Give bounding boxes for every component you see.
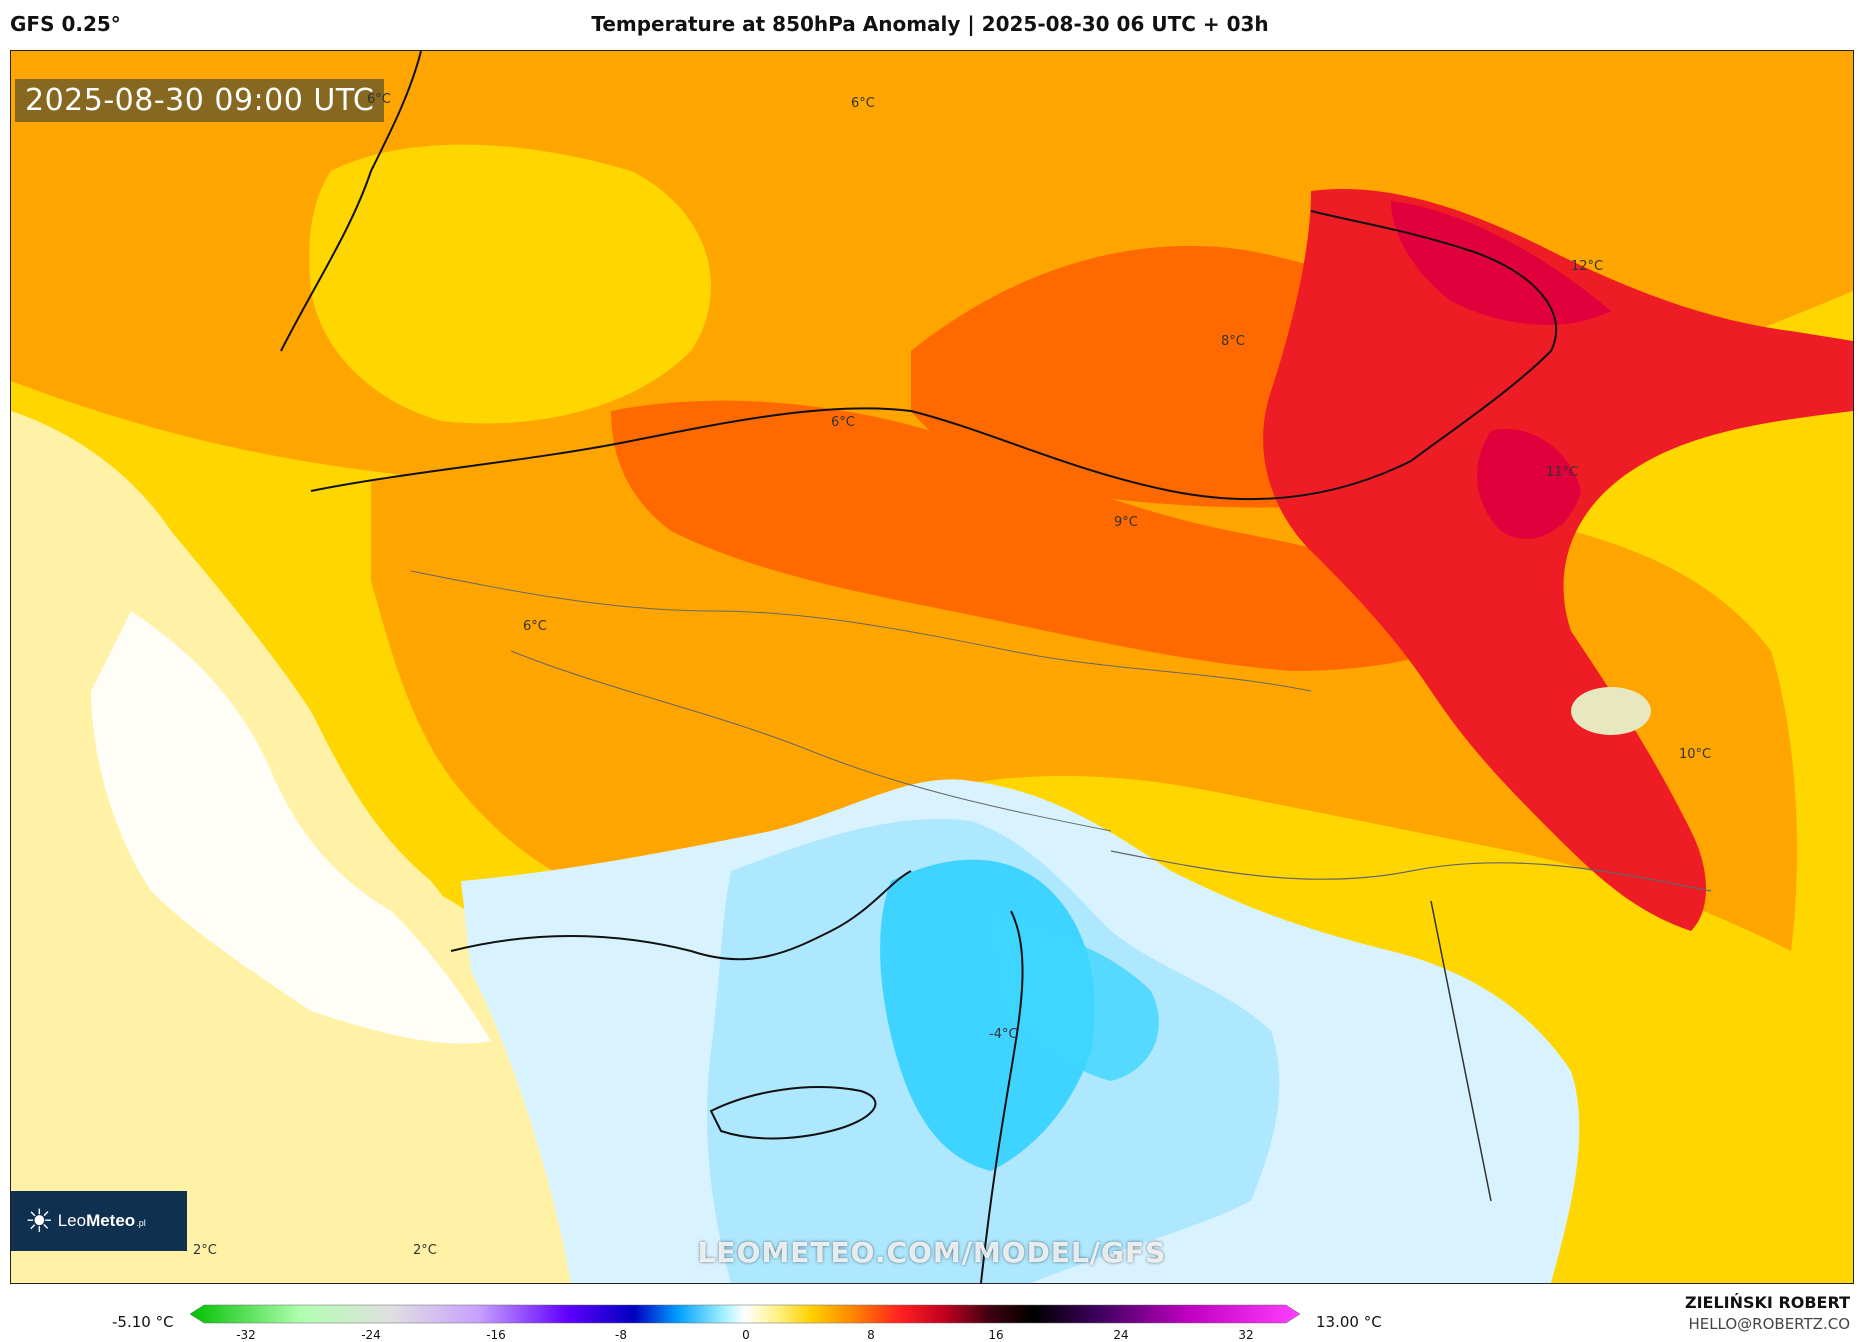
colorbar-tick: 24 — [1113, 1328, 1129, 1342]
contour-label: -4°C — [989, 1027, 1018, 1042]
contour-label: 11°C — [1546, 465, 1579, 480]
map-title: Temperature at 850hPa Anomaly | 2025-08-… — [591, 12, 1269, 36]
colorbar-tick: -16 — [486, 1328, 506, 1342]
footer: -5.10 °C — [0, 1283, 1860, 1342]
valid-time-label: 2025-08-30 09:00 UTC — [15, 79, 385, 122]
colorbar-tick: -24 — [361, 1328, 381, 1342]
logo-text: LeoMeteo.pl — [57, 1211, 146, 1230]
contour-label: 12°C — [1571, 259, 1604, 274]
header: GFS 0.25° Temperature at 850hPa Anomaly … — [0, 0, 1860, 50]
contour-label: 6°C — [831, 415, 855, 430]
colorbar — [190, 1304, 1300, 1324]
leometeo-logo: ☀ LeoMeteo.pl — [11, 1191, 187, 1251]
max-value-label: 13.00 °C — [1316, 1313, 1382, 1331]
temperature-anomaly-field — [11, 51, 1853, 1283]
contour-label: 6°C — [523, 619, 547, 634]
colorbar-tick: 8 — [867, 1328, 875, 1342]
model-name: GFS 0.25° — [10, 12, 121, 36]
contour-label: 2°C — [413, 1243, 437, 1258]
author-name: ZIELIŃSKI ROBERT — [1684, 1293, 1850, 1312]
min-value-label: -5.10 °C — [112, 1313, 174, 1331]
colorbar-tick: 32 — [1238, 1328, 1254, 1342]
contour-label: 2°C — [193, 1243, 217, 1258]
colorbar-tick: -32 — [236, 1328, 256, 1342]
contour-label: 6°C — [851, 96, 875, 111]
contour-label: 10°C — [1679, 747, 1712, 762]
contour-label: 9°C — [1114, 515, 1138, 530]
colorbar-tick: -8 — [615, 1328, 627, 1342]
contour-label: 8°C — [1221, 334, 1245, 349]
map-area[interactable]: 2025-08-30 09:00 UTC 6°C 6°C 12°C 8°C 6°… — [10, 50, 1854, 1284]
contour-label: 6°C — [367, 92, 391, 107]
colorbar-tick: 16 — [988, 1328, 1004, 1342]
author-email[interactable]: HELLO@ROBERTZ.CO — [1688, 1315, 1850, 1333]
colorbar-tick: 0 — [742, 1328, 750, 1342]
sun-icon: ☀ — [25, 1202, 54, 1240]
source-watermark: LEOMETEO.COM/MODEL/GFS — [697, 1236, 1167, 1269]
